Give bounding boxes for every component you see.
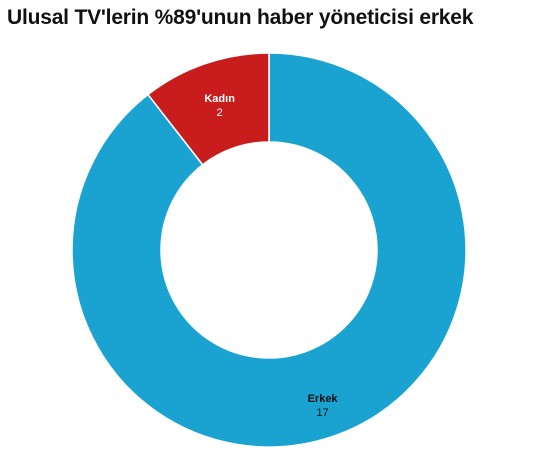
slice-label-kadın: Kadın 2 — [204, 93, 235, 119]
slice-kadın — [146, 52, 270, 166]
slice-label-erkek: Erkek 17 — [308, 393, 339, 419]
slice-label-value: 2 — [217, 107, 223, 119]
chart-title: Ulusal TV'lerin %89'unun haber yöneticis… — [7, 6, 474, 29]
slice-label-value: 17 — [316, 407, 328, 419]
slice-label-name: Erkek — [308, 393, 339, 405]
slice-label-name: Kadın — [204, 93, 235, 105]
slice-erkek — [71, 52, 467, 448]
